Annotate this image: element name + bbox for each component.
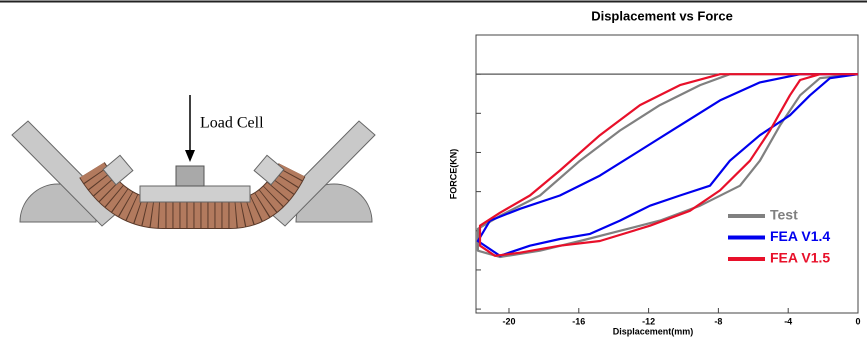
x-tick-label: -16: [572, 316, 585, 326]
load-cell-block: [176, 166, 204, 186]
legend-label: FEA V1.5: [770, 250, 830, 266]
x-axis-label: Displacement(mm): [613, 326, 694, 336]
legend-label: FEA V1.4: [770, 228, 830, 244]
legend-label: Test: [770, 207, 798, 223]
page: Load Cell Displacement vs Force Displace…: [0, 0, 867, 339]
arrow-head: [185, 150, 195, 162]
platen: [140, 186, 250, 202]
x-tick-label: -8: [714, 316, 722, 326]
x-tick-label: 0: [855, 316, 860, 326]
fea-model: Load Cell: [12, 95, 375, 226]
x-tick-label: -20: [502, 316, 515, 326]
load-cell-label: Load Cell: [200, 115, 264, 132]
chart-title: Displacement vs Force: [591, 8, 733, 23]
x-tick-label: -4: [784, 316, 792, 326]
y-axis-label: FORCE(KN): [448, 149, 458, 200]
x-tick-label: -12: [642, 316, 655, 326]
